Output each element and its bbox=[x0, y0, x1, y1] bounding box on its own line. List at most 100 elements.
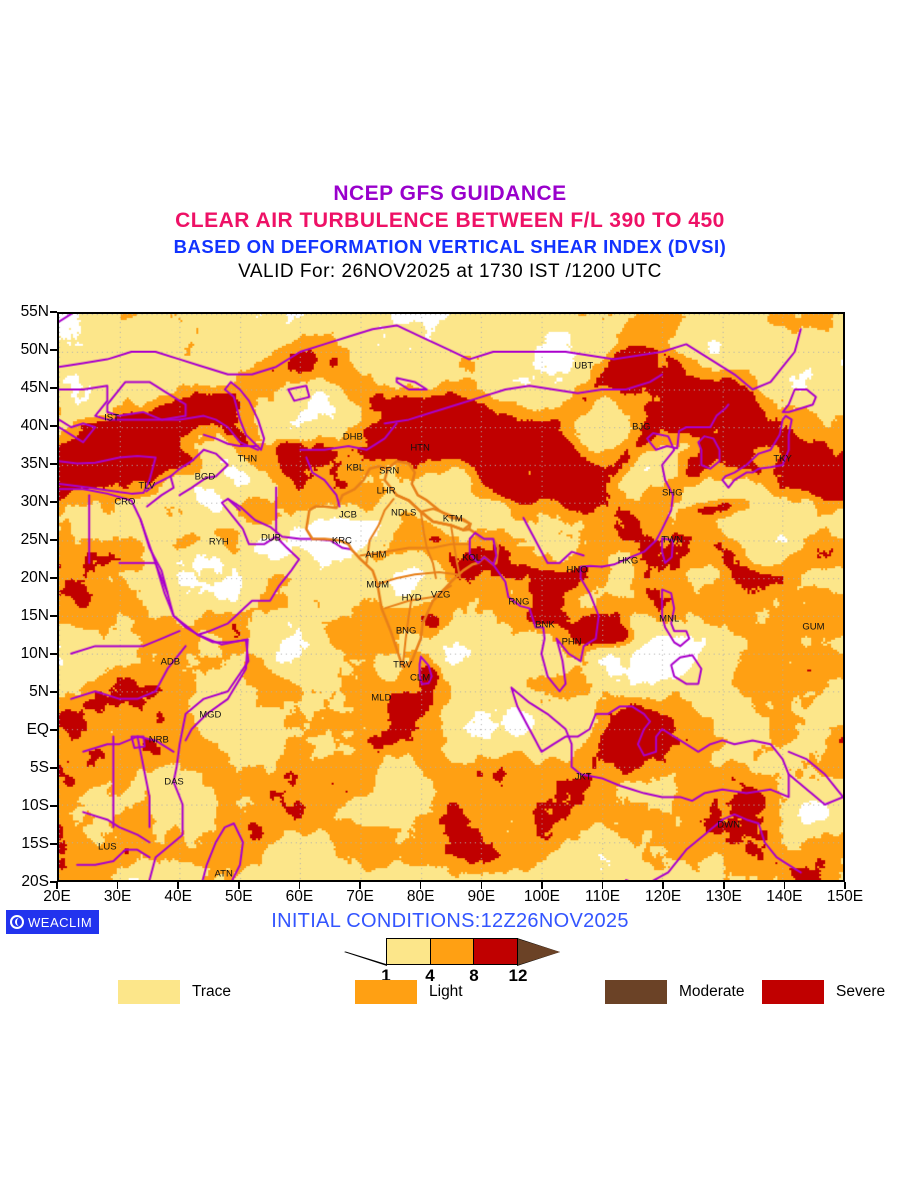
y-axis-tick-label: 45N bbox=[20, 379, 49, 396]
city-label-thn: THN bbox=[237, 453, 258, 465]
legend-label-trace: Trace bbox=[192, 983, 232, 1000]
y-axis-tick-label: 20N bbox=[20, 569, 49, 586]
city-label-hno: HNO bbox=[566, 564, 588, 576]
weaclim-logo: WEACLIM bbox=[6, 910, 100, 934]
title-line-product: CLEAR AIR TURBULENCE BETWEEN F/L 390 TO … bbox=[175, 209, 725, 232]
city-label-jkt: JKT bbox=[574, 771, 592, 783]
legend-swatch-severe bbox=[762, 980, 824, 1004]
city-label-mum: MUM bbox=[366, 579, 389, 591]
x-axis-tick-mark bbox=[541, 882, 543, 889]
colorbar-tick-label: 8 bbox=[469, 966, 479, 985]
y-axis-tick-mark bbox=[50, 311, 57, 313]
y-axis-tick-label: 15N bbox=[20, 607, 49, 624]
city-label-srn: SRN bbox=[379, 465, 400, 477]
weaclim-label: WEACLIM bbox=[28, 914, 93, 930]
colorbar-segment-1 bbox=[430, 939, 475, 964]
colorbar: 1 4 8 12 bbox=[344, 938, 560, 985]
y-axis-tick-label: 5S bbox=[30, 759, 49, 776]
y-axis-tick-label: 5N bbox=[29, 683, 49, 700]
x-axis-tick-mark bbox=[844, 882, 846, 889]
y-axis-tick-mark bbox=[50, 843, 57, 845]
legend-label-severe: Severe bbox=[836, 983, 886, 1000]
category-legend: Trace Light Moderate Severe bbox=[0, 980, 900, 1010]
legend-item-light: Light bbox=[355, 980, 463, 1004]
y-axis-tick-mark bbox=[50, 653, 57, 655]
map-frame bbox=[57, 312, 845, 882]
colorbar-tick-label: 4 bbox=[425, 966, 435, 985]
city-label-rng: RNG bbox=[508, 596, 530, 608]
x-axis-tick-mark bbox=[177, 882, 179, 889]
legend-swatch-moderate bbox=[605, 980, 667, 1004]
x-axis-tick-label: 20E bbox=[43, 888, 71, 905]
title-line-validity: VALID For: 26NOV2025 at 1730 IST /1200 U… bbox=[238, 261, 662, 282]
colorbar-segment-0 bbox=[387, 939, 431, 964]
x-axis-tick-label: 140E bbox=[766, 888, 803, 905]
y-axis-tick-label: 55N bbox=[20, 303, 49, 320]
city-label-hyd: HYD bbox=[401, 592, 422, 604]
y-axis-tick-label: 35N bbox=[20, 455, 49, 472]
legend-item-trace: Trace bbox=[118, 980, 231, 1004]
x-axis-tick-mark bbox=[783, 882, 786, 889]
y-axis-tick-mark bbox=[50, 577, 57, 579]
city-label-lus: LUS bbox=[98, 841, 117, 853]
x-axis-tick-label: 120E bbox=[645, 888, 682, 905]
colorbar-segment-2 bbox=[474, 939, 518, 964]
x-axis-tick-mark bbox=[56, 882, 58, 889]
city-label-bgd: BGD bbox=[194, 471, 216, 483]
x-axis-tick-label: 130E bbox=[705, 888, 742, 905]
y-axis-tick-mark bbox=[50, 805, 57, 807]
colorbar-tick-label: 12 bbox=[508, 966, 528, 985]
x-axis-tick-mark bbox=[723, 882, 725, 889]
y-axis-tick-mark bbox=[50, 881, 57, 883]
y-axis-tick-label: 50N bbox=[20, 341, 49, 358]
x-axis-tick-label: 150E bbox=[826, 888, 864, 905]
x-axis-tick-label: 110E bbox=[585, 888, 621, 905]
title-line-method: BASED ON DEFORMATION VERTICAL SHEAR INDE… bbox=[173, 236, 727, 257]
x-axis-tick-mark bbox=[359, 882, 361, 889]
city-label-bnk: BNK bbox=[535, 619, 555, 631]
turbulence-map bbox=[59, 314, 843, 880]
colorbar-tick-label: 1 bbox=[381, 966, 391, 985]
y-axis-tick-mark bbox=[50, 767, 57, 769]
city-label-bng: BNG bbox=[395, 625, 417, 637]
city-label-krc: KRC bbox=[331, 535, 352, 547]
colorbar-over-arrow bbox=[518, 939, 560, 965]
colorbar-under-arrow bbox=[344, 938, 386, 964]
y-axis-tick-label: 10S bbox=[21, 797, 49, 814]
y-axis-tick-label: EQ bbox=[26, 721, 49, 738]
city-label-cro: CRO bbox=[114, 496, 136, 508]
city-label-ahm: AHM bbox=[365, 549, 387, 561]
city-label-phn: PHN bbox=[561, 636, 582, 648]
title-line-agency: NCEP GFS GUIDANCE bbox=[333, 182, 567, 205]
initial-conditions-label: INITIAL CONDITIONS:12Z26NOV2025 bbox=[271, 910, 629, 932]
city-label-tlv: TLV bbox=[138, 480, 156, 492]
city-label-mnl: MNL bbox=[659, 613, 680, 625]
y-axis-tick-mark bbox=[50, 729, 57, 731]
city-label-shg: SHG bbox=[661, 487, 683, 499]
weaclim-circle-icon bbox=[10, 915, 24, 929]
y-axis-tick-mark bbox=[50, 425, 57, 427]
x-axis-tick-label: 30E bbox=[103, 888, 132, 905]
legend-swatch-light bbox=[355, 980, 417, 1004]
city-label-hkg: HKG bbox=[617, 555, 639, 567]
legend-label-light: Light bbox=[429, 983, 463, 1000]
city-label-trv: TRV bbox=[393, 659, 412, 671]
x-axis-tick-mark bbox=[116, 882, 119, 889]
x-axis-tick-mark bbox=[238, 882, 240, 889]
city-label-ist: IST bbox=[104, 412, 119, 424]
y-axis-tick-label: 15S bbox=[21, 835, 49, 852]
y-axis-tick-mark bbox=[50, 691, 57, 693]
y-axis-tick-mark bbox=[50, 463, 57, 465]
y-axis-tick-label: 25N bbox=[20, 531, 49, 548]
city-label-htn: HTN bbox=[410, 442, 430, 454]
y-axis-tick-mark bbox=[50, 387, 57, 389]
y-axis-tick-mark bbox=[50, 615, 57, 617]
city-label-lhr: LHR bbox=[376, 485, 396, 497]
y-axis-tick-label: 20S bbox=[21, 873, 49, 890]
city-label-dwn: DWN bbox=[717, 819, 740, 831]
x-axis-tick-label: 40E bbox=[164, 888, 193, 905]
y-axis-tick-mark bbox=[50, 539, 57, 541]
y-axis-tick-label: 40N bbox=[20, 417, 49, 434]
city-label-nrb: NRB bbox=[148, 734, 169, 746]
city-label-atn: ATN bbox=[214, 868, 233, 880]
